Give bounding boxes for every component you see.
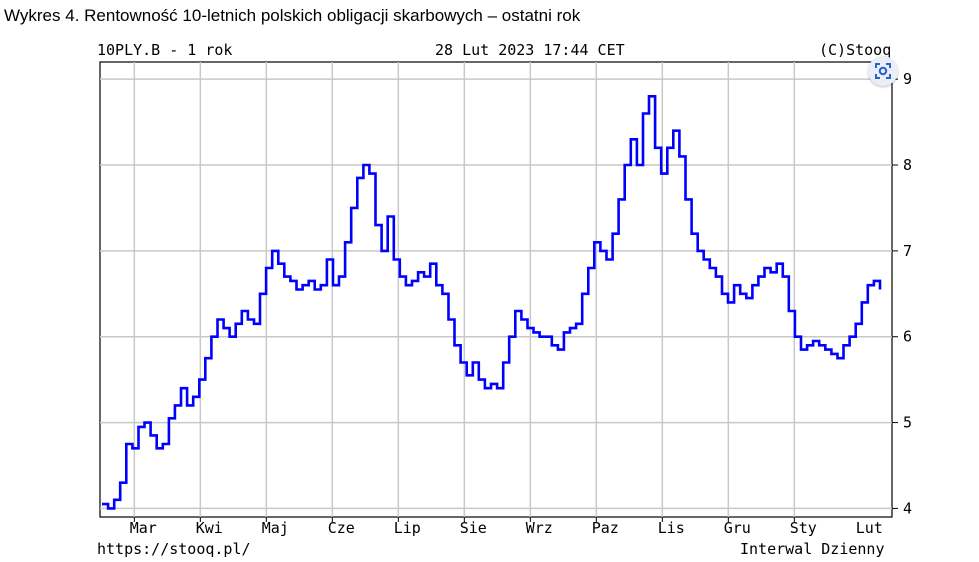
x-tick-label: Cze — [328, 519, 355, 537]
interval-label: Interwal Dzienny — [740, 540, 885, 558]
y-tick-label: 9 — [903, 70, 912, 88]
x-tick-label: Kwi — [196, 519, 223, 537]
source-url[interactable]: https://stooq.pl/ — [97, 540, 251, 558]
timestamp-label: 28 Lut 2023 17:44 CET — [435, 41, 625, 59]
x-tick-label: Lis — [658, 519, 685, 537]
x-tick-label: Mar — [130, 519, 157, 537]
x-tick-label: Maj — [262, 519, 289, 537]
x-tick-label: Sty — [790, 519, 817, 537]
x-tick-label: Wrz — [526, 519, 553, 537]
x-tick-label: Lut — [856, 519, 883, 537]
lens-scan-icon[interactable] — [868, 56, 898, 86]
series-line — [102, 95, 882, 510]
y-tick-label: 8 — [903, 156, 912, 174]
y-tick-label: 4 — [903, 499, 912, 517]
x-axis: Mar Kwi Maj Cze Lip Sie Wrz Paz Lis Gru Sty Lut — [130, 517, 883, 537]
symbol-label: 10PLY.B - 1 rok — [97, 41, 233, 59]
plot-frame — [99, 61, 893, 518]
grid — [100, 62, 892, 517]
copyright-label: (C)Stooq — [819, 41, 892, 59]
chart-caption: Wykres 4. Rentowność 10-letnich polskich… — [4, 6, 581, 25]
series-layer — [102, 95, 882, 510]
x-tick-label: Paz — [592, 519, 619, 537]
y-axis: 4 5 6 7 8 9 — [892, 70, 912, 517]
y-tick-label: 7 — [903, 242, 912, 260]
y-tick-label: 5 — [903, 414, 912, 432]
x-tick-label: Gru — [724, 519, 751, 537]
x-tick-label: Lip — [394, 519, 421, 537]
x-tick-label: Sie — [460, 519, 487, 537]
y-tick-label: 6 — [903, 328, 912, 346]
